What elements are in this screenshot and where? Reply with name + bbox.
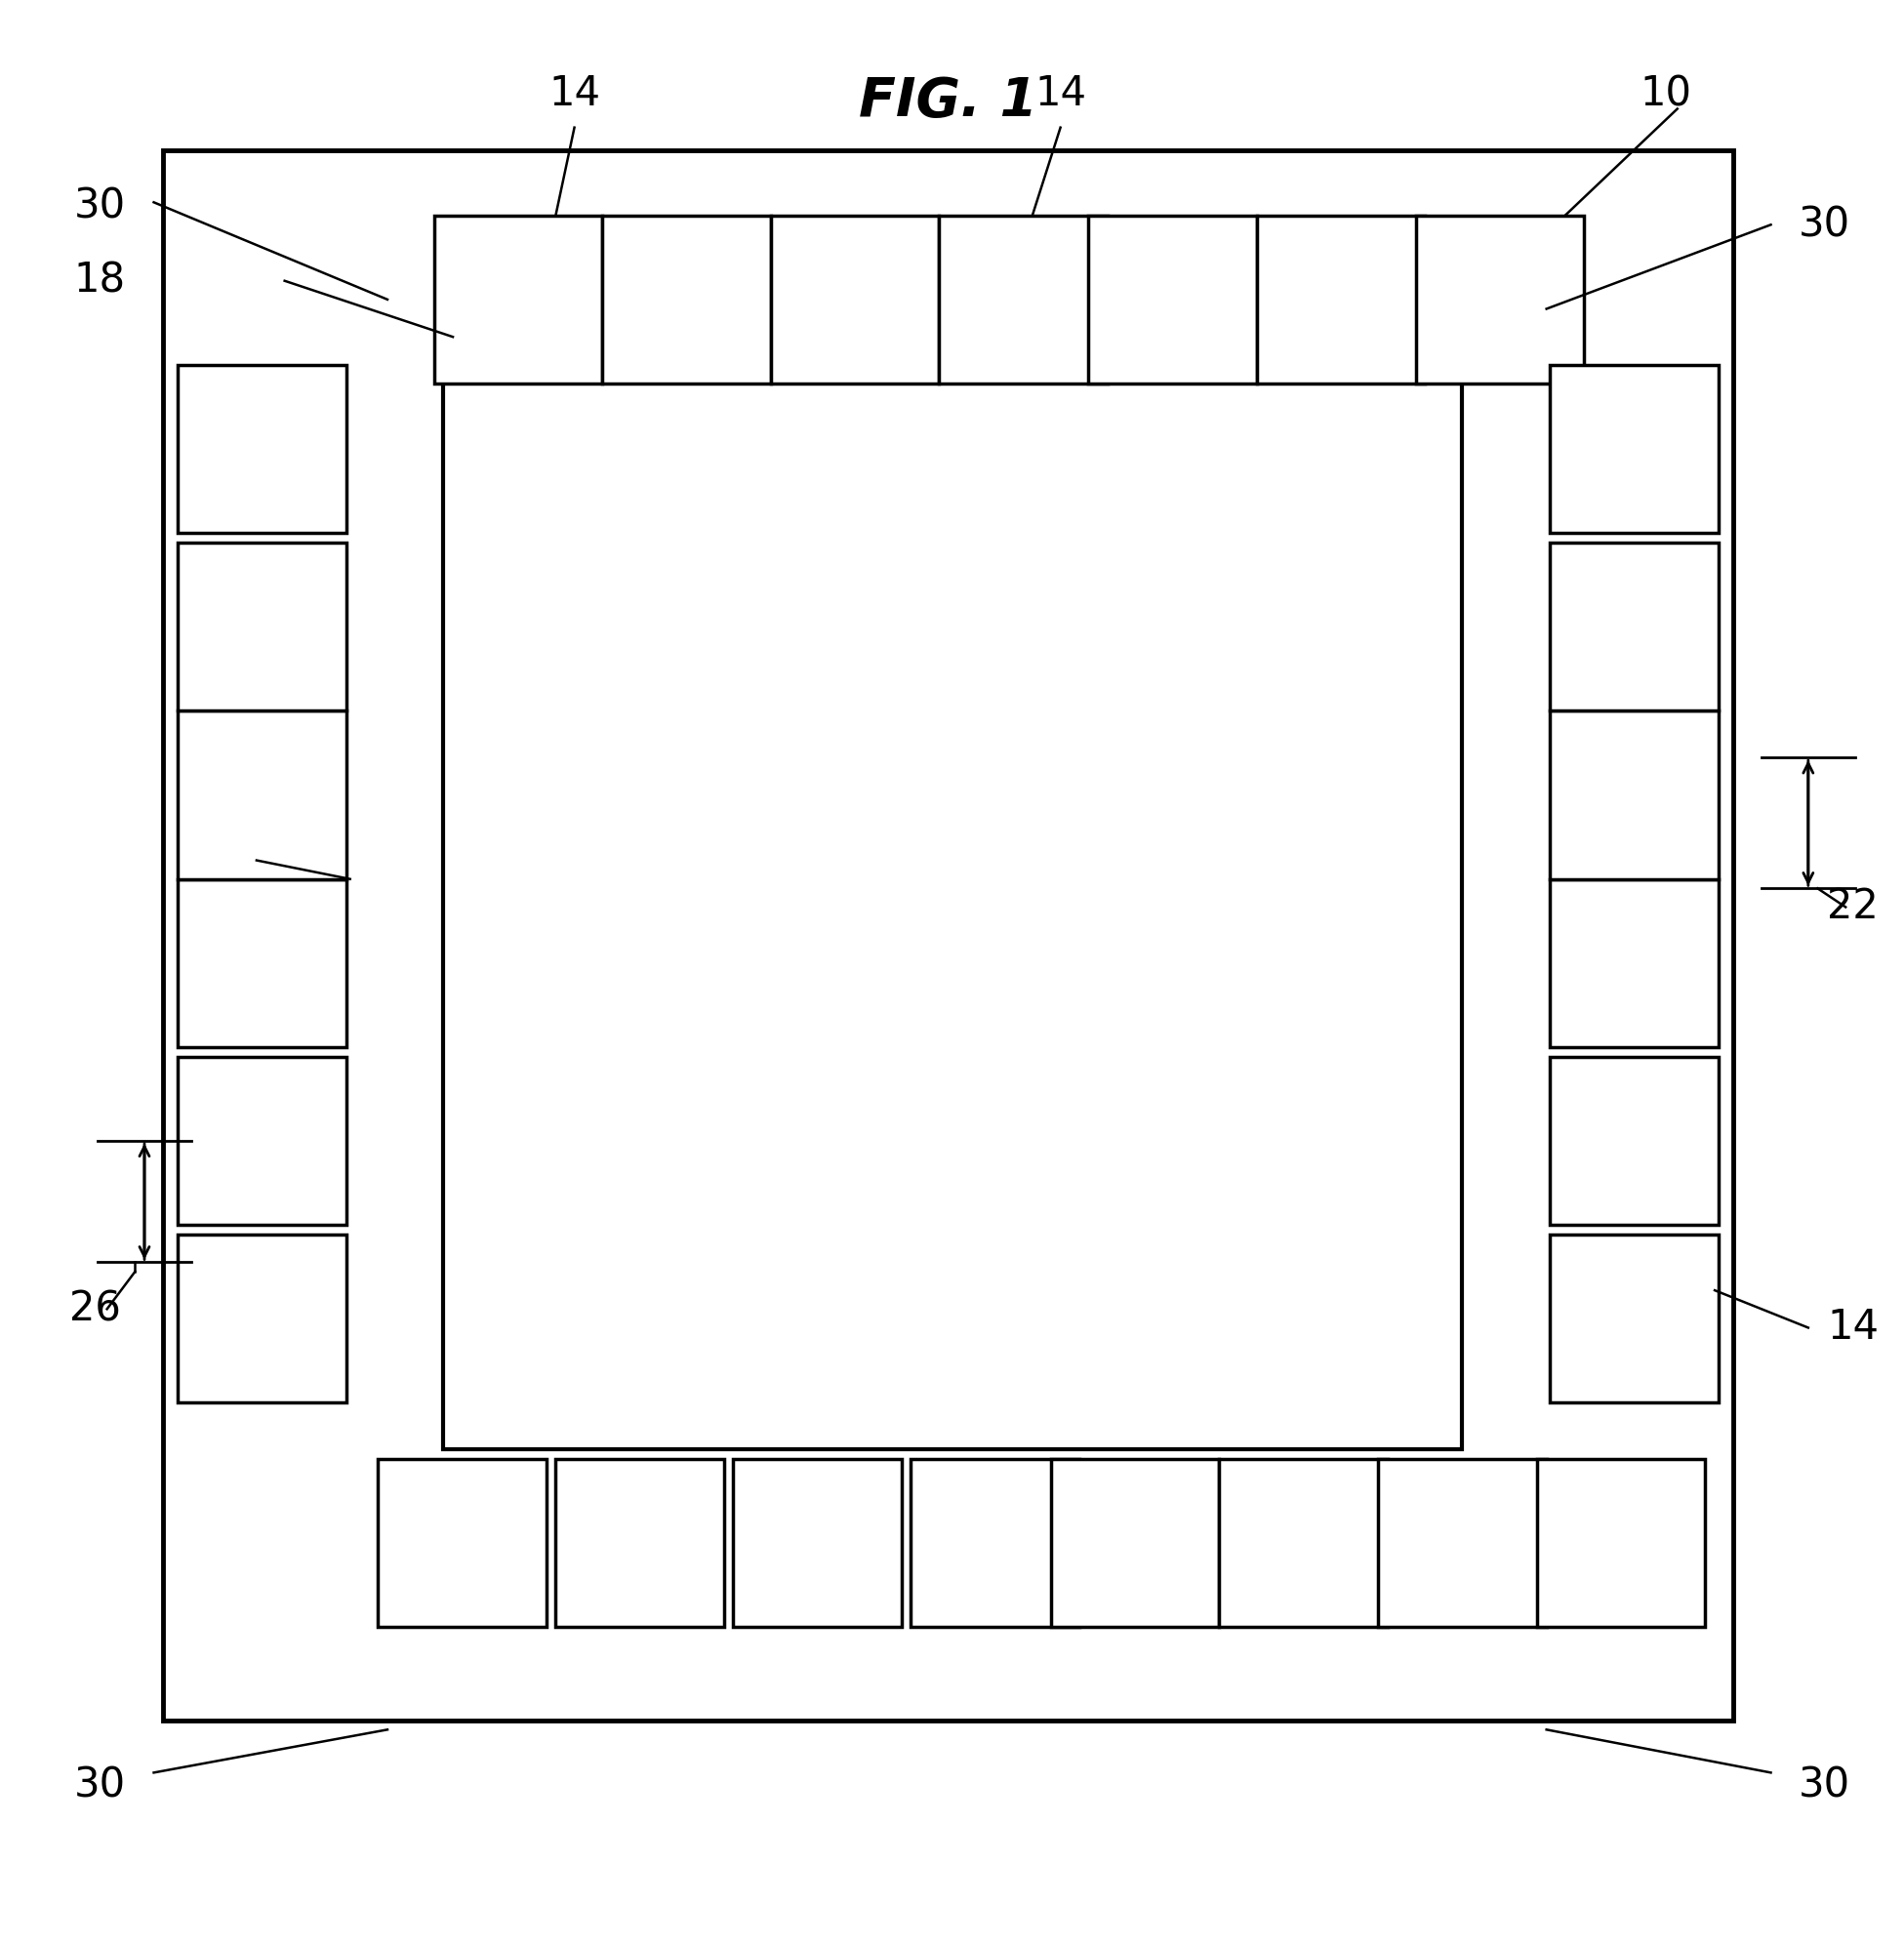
Text: 22: 22 [1828, 887, 1879, 928]
Bar [379, 1459, 546, 1626]
Bar [1550, 879, 1719, 1046]
Text: 14: 14 [1828, 1307, 1879, 1348]
Bar [444, 327, 1462, 1449]
Bar [1537, 1459, 1706, 1626]
Bar [1550, 1056, 1719, 1225]
Bar [771, 216, 939, 383]
Bar [1550, 366, 1719, 533]
Bar [179, 1056, 347, 1225]
Bar [910, 1459, 1080, 1626]
Bar [179, 543, 347, 710]
Bar [164, 150, 1733, 1719]
Text: 18: 18 [74, 261, 126, 301]
Text: 26: 26 [70, 1288, 122, 1330]
Bar [1550, 1235, 1719, 1402]
Bar [1550, 543, 1719, 710]
Text: 30: 30 [1799, 1766, 1851, 1807]
Bar [1550, 710, 1719, 879]
Bar [179, 710, 347, 879]
Bar [602, 216, 771, 383]
Text: 30: 30 [1799, 204, 1851, 245]
Bar [1051, 1459, 1219, 1626]
Bar [939, 216, 1106, 383]
Text: 30: 30 [74, 185, 126, 226]
Text: 10: 10 [1639, 74, 1691, 115]
Bar [179, 1235, 347, 1402]
Bar [1378, 1459, 1546, 1626]
Text: 14: 14 [187, 821, 238, 862]
Bar [1257, 216, 1424, 383]
Bar [1219, 1459, 1388, 1626]
Text: FIG. 1: FIG. 1 [859, 76, 1038, 128]
Bar [179, 366, 347, 533]
Text: 30: 30 [74, 1766, 126, 1807]
Text: 14: 14 [548, 74, 600, 115]
Bar [434, 216, 602, 383]
Bar [1417, 216, 1584, 383]
Bar [733, 1459, 901, 1626]
Bar [179, 879, 347, 1046]
Text: 14: 14 [1034, 74, 1087, 115]
Bar [1089, 216, 1257, 383]
Bar [556, 1459, 724, 1626]
